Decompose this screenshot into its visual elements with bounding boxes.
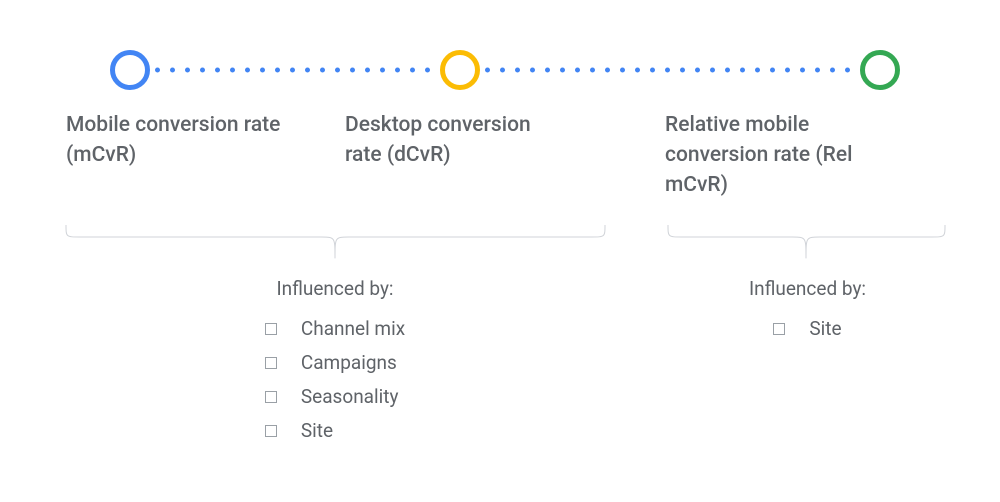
influence-block-left: Influenced by: Channel mix Campaigns Season… (200, 275, 470, 451)
label-mcvr: Mobile conversion rate(mCvR) (66, 110, 326, 170)
influence-item-label: Seasonality (301, 383, 399, 411)
label-dcvr: Desktop conversionrate (dCvR) (345, 110, 605, 170)
square-bullet-icon (265, 357, 277, 369)
influence-item: Channel mix (265, 315, 405, 343)
square-bullet-icon (265, 323, 277, 335)
influence-item: Seasonality (265, 383, 405, 411)
influence-item-label: Site (301, 417, 333, 445)
node-relmcvr (860, 50, 900, 90)
label-dcvr-line: rate (dCvR) (345, 140, 605, 170)
label-relmcvr-line: conversion rate (Rel (665, 140, 955, 170)
influence-item: Site (265, 417, 405, 445)
influence-list: Site (773, 315, 841, 343)
influence-item-label: Channel mix (301, 315, 405, 343)
node-dcvr (440, 50, 480, 90)
influence-block-right: Influenced by: Site (720, 275, 895, 349)
label-mcvr-line: (mCvR) (66, 140, 326, 170)
square-bullet-icon (265, 425, 277, 437)
label-relmcvr-line: mCvR) (665, 170, 955, 200)
node-mcvr (110, 50, 150, 90)
influence-heading: Influenced by: (720, 275, 895, 303)
influence-list: Channel mix Campaigns Seasonality Site (265, 315, 405, 445)
brace-right (668, 225, 945, 258)
label-dcvr-line: Desktop conversion (345, 110, 605, 140)
label-relmcvr-line: Relative mobile (665, 110, 955, 140)
label-mcvr-line: Mobile conversion rate (66, 110, 326, 140)
label-relmcvr: Relative mobileconversion rate (RelmCvR) (665, 110, 955, 200)
influence-item-label: Site (809, 315, 841, 343)
connectors-and-braces (0, 0, 1000, 502)
influence-item-label: Campaigns (301, 349, 397, 377)
square-bullet-icon (773, 323, 785, 335)
diagram-stage: Mobile conversion rate(mCvR) Desktop conv… (0, 0, 1000, 502)
influence-item: Site (773, 315, 841, 343)
influence-item: Campaigns (265, 349, 405, 377)
brace-left (66, 225, 605, 258)
square-bullet-icon (265, 391, 277, 403)
influence-heading: Influenced by: (200, 275, 470, 303)
